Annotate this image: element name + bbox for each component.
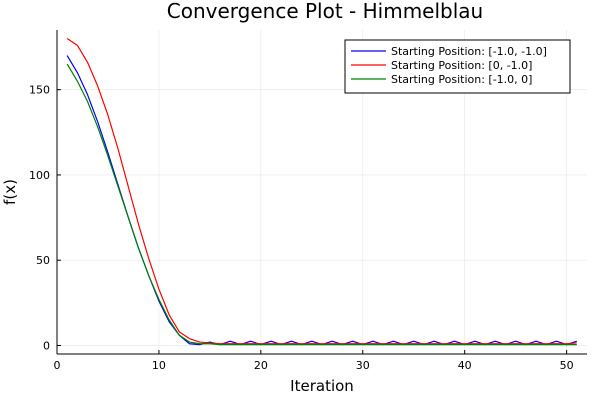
legend-label-2: Starting Position: [0, -1.0] <box>391 59 532 72</box>
legend-label-1: Starting Position: [-1.0, -1.0] <box>391 45 547 58</box>
legend: Starting Position: [-1.0, -1.0]Starting … <box>344 39 571 94</box>
series-layer <box>66 38 578 346</box>
x-tick-label: 20 <box>254 359 268 372</box>
x-tick-label: 30 <box>356 359 370 372</box>
legend-box <box>344 39 571 94</box>
series-line-2 <box>66 38 577 345</box>
y-tick-label: 100 <box>29 169 50 182</box>
legend-label-3: Starting Position: [-1.0, 0] <box>391 73 532 86</box>
x-tick-label: 40 <box>458 359 472 372</box>
x-axis-label: Iteration <box>290 377 354 395</box>
y-tick-label: 50 <box>36 254 50 267</box>
series-line-3 <box>66 63 577 346</box>
y-tick-label: 0 <box>43 339 50 352</box>
y-axis-label: f(x) <box>1 179 19 205</box>
x-tick-label: 0 <box>54 359 61 372</box>
tick-layer: 0 10 20 30 40 50 0 50 100 150 <box>29 84 574 372</box>
x-tick-label: 50 <box>560 359 574 372</box>
x-tick-label: 10 <box>152 359 166 372</box>
chart-title: Convergence Plot - Himmelblau <box>167 0 483 23</box>
y-tick-label: 150 <box>29 84 50 97</box>
